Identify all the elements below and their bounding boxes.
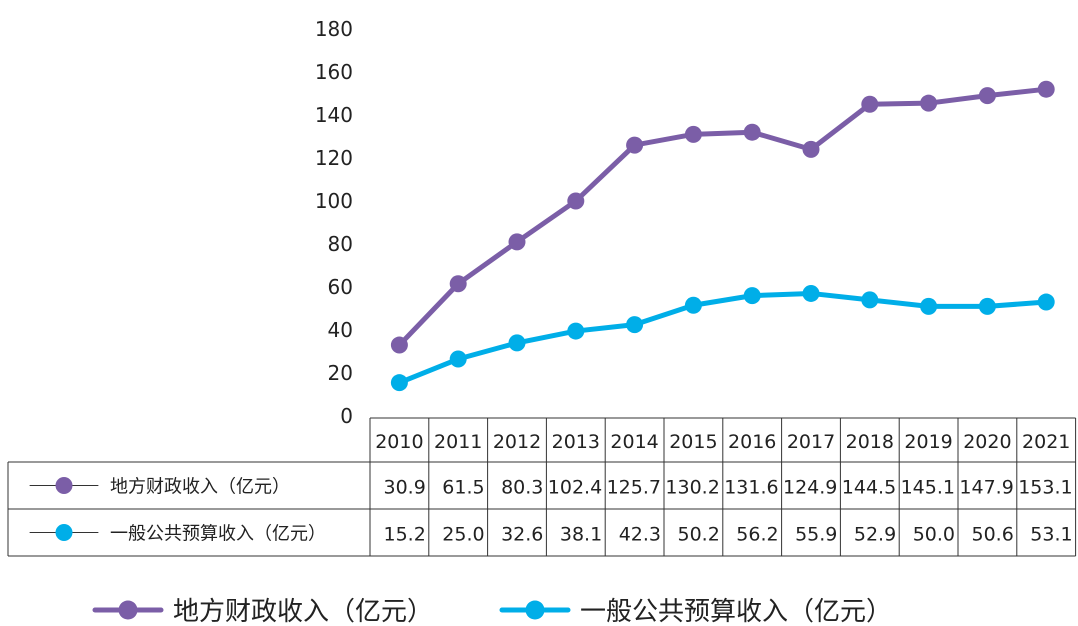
legend-label: 地方财政收入（亿元）: [173, 597, 433, 626]
legend-marker: [118, 600, 138, 620]
data-point: [626, 136, 644, 154]
legend-marker: [525, 600, 545, 620]
data-point: [390, 374, 408, 392]
data-point: [508, 334, 526, 352]
y-tick-label: 160: [315, 60, 353, 84]
row-legend-marker: [55, 477, 73, 494]
y-tick-label: 80: [328, 232, 353, 256]
legend-label: 一般公共预算收入（亿元）: [580, 597, 892, 626]
table-value-cell: 153.1: [1018, 477, 1072, 499]
y-tick-label: 180: [315, 17, 353, 41]
y-axis-tick-labels: 0 20 40 60 80 100 120 140 160 180: [315, 17, 353, 428]
table-year-cell: 2019: [904, 431, 952, 453]
row-legend-marker: [55, 524, 73, 541]
table-value-cell: 32.6: [501, 524, 543, 546]
table-value-cell: 15.2: [383, 524, 425, 546]
data-point: [802, 284, 820, 302]
series-line-1: [396, 86, 1049, 348]
table-year-cell: 2021: [1022, 431, 1070, 453]
table-value-cell: 38.1: [560, 524, 602, 546]
data-point: [978, 87, 996, 105]
data-point: [390, 336, 408, 354]
y-tick-label: 60: [328, 275, 353, 299]
y-tick-label: 0: [340, 404, 353, 428]
table-value-cell: 50.2: [677, 524, 719, 546]
data-point: [861, 95, 879, 113]
table-row-label: 地方财政收入（亿元）: [110, 477, 290, 498]
table-year-cell: 2015: [669, 431, 717, 453]
table-value-cell: 53.1: [1030, 524, 1072, 546]
data-point: [1037, 80, 1055, 98]
y-tick-label: 140: [315, 103, 353, 127]
y-tick-label: 120: [315, 146, 353, 170]
table-value-cell: 61.5: [442, 477, 484, 499]
table-value-cell: 147.9: [959, 477, 1013, 499]
data-point: [1037, 293, 1055, 311]
table-row-label: 一般公共预算收入（亿元）: [110, 524, 326, 545]
data-point: [449, 350, 467, 368]
table-value-cell: 50.6: [971, 524, 1013, 546]
series-line-2: [396, 290, 1049, 386]
data-point: [920, 94, 938, 112]
table-value-cell: 55.9: [795, 524, 837, 546]
legend: 地方财政收入（亿元） 一般公共预算收入（亿元）: [92, 597, 892, 626]
data-point: [743, 123, 761, 141]
table-year-cell: 2011: [434, 431, 482, 453]
table-value-cell: 145.1: [901, 477, 955, 499]
data-point: [626, 316, 644, 334]
table-year-cell: 2012: [493, 431, 541, 453]
table-year-cell: 2017: [787, 431, 835, 453]
table-year-cell: 2018: [846, 431, 894, 453]
table-year-cell: 2014: [610, 431, 658, 453]
table-value-cell: 102.4: [548, 477, 602, 499]
data-point: [684, 296, 702, 314]
data-point: [567, 322, 585, 340]
data-point: [743, 287, 761, 305]
table-value-cell: 42.3: [619, 524, 661, 546]
table-value-cell: 125.7: [607, 477, 661, 499]
table-value-cell: 130.2: [665, 477, 719, 499]
table-value-cell: 131.6: [724, 477, 778, 499]
data-point: [802, 140, 820, 158]
table-value-cell: 25.0: [442, 524, 484, 546]
table-value-cell: 56.2: [736, 524, 778, 546]
data-point: [978, 297, 996, 315]
data-point: [861, 291, 879, 309]
table-value-cell: 52.9: [854, 524, 896, 546]
data-point: [449, 275, 467, 293]
table-value-cell: 144.5: [842, 477, 896, 499]
y-tick-label: 100: [315, 189, 353, 213]
table-year-cell: 2010: [375, 431, 423, 453]
table-value-cell: 124.9: [783, 477, 837, 499]
table-year-cell: 2020: [963, 431, 1011, 453]
table-value-cell: 50.0: [913, 524, 955, 546]
table-value-cell: 80.3: [501, 477, 543, 499]
data-table: 2010 2011 2012 2013 2014 2015 2016 2017 2018 2019…: [7, 417, 1077, 557]
table-value-cell: 30.9: [383, 477, 425, 499]
data-point: [920, 297, 938, 315]
data-point: [684, 125, 702, 143]
y-tick-label: 20: [328, 361, 353, 385]
table-year-cell: 2016: [728, 431, 776, 453]
table-year-cell: 2013: [552, 431, 600, 453]
data-point: [508, 233, 526, 251]
series-lines: [390, 80, 1055, 392]
y-tick-label: 40: [328, 318, 353, 342]
data-point: [567, 192, 585, 210]
